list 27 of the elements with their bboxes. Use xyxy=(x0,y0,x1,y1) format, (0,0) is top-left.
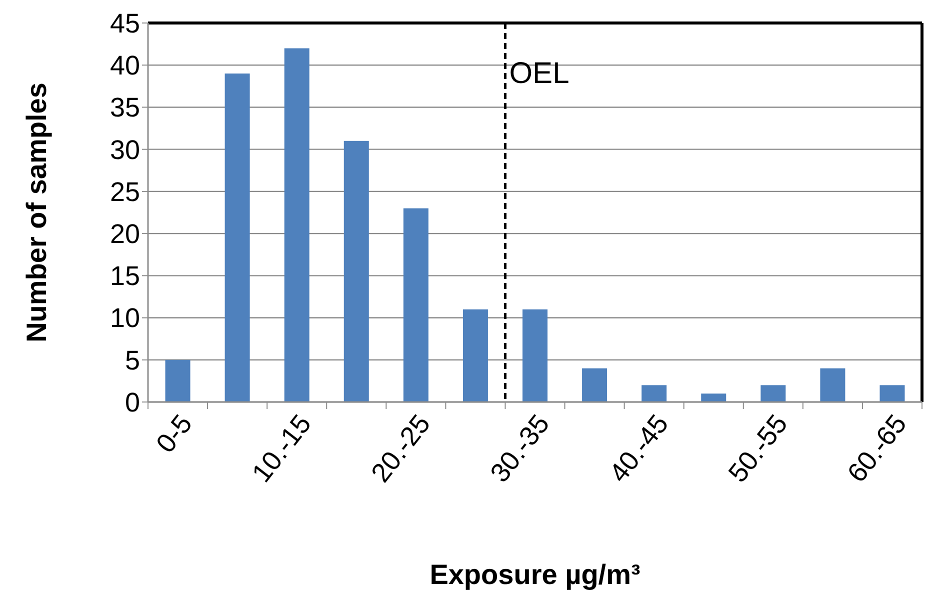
y-tick-label: 40 xyxy=(110,50,140,81)
y-tick-label: 25 xyxy=(110,176,140,207)
y-tick-label: 10 xyxy=(110,303,140,334)
bar xyxy=(284,48,310,402)
bar xyxy=(165,360,190,402)
y-tick-label: 35 xyxy=(110,92,140,123)
x-tick-label: 0-5 xyxy=(150,409,198,458)
bar xyxy=(224,74,250,402)
y-tick-label: 30 xyxy=(110,134,140,165)
y-tick-label: 45 xyxy=(110,8,140,38)
y-axis-title: Number of samples xyxy=(21,82,52,342)
bar xyxy=(403,208,428,402)
bar xyxy=(880,385,905,402)
bar xyxy=(462,309,488,402)
y-tick-label: 20 xyxy=(110,219,140,250)
bar xyxy=(701,394,726,402)
ref-line-label: OEL xyxy=(509,57,570,90)
bar xyxy=(344,140,369,402)
y-tick-label: 0 xyxy=(124,387,140,418)
bar xyxy=(522,309,548,402)
bar xyxy=(642,385,667,402)
bar xyxy=(760,385,786,402)
bar xyxy=(582,368,608,402)
y-tick-label: 5 xyxy=(124,345,140,376)
bar xyxy=(820,368,846,402)
x-axis-title: Exposure µg/m³ xyxy=(430,559,640,590)
y-tick-label: 15 xyxy=(110,261,140,292)
